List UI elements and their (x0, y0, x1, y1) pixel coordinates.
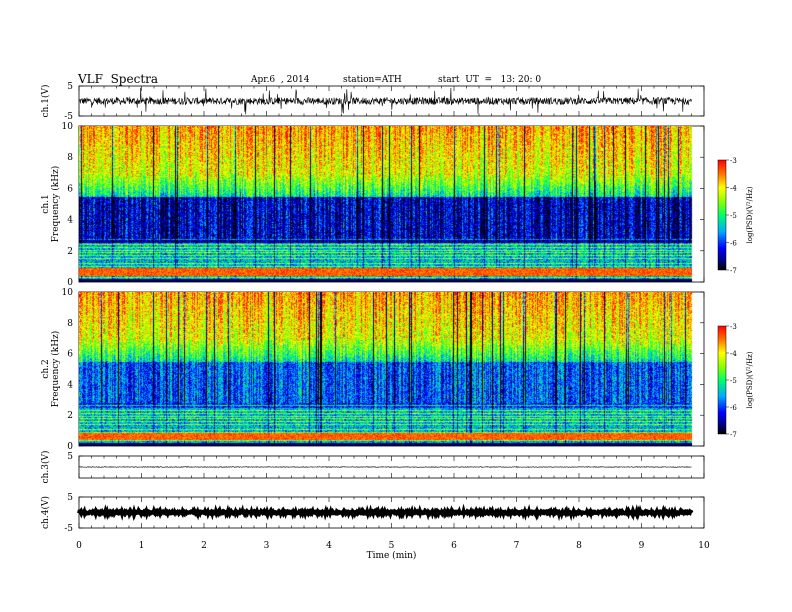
figure-title: VLF Spectra (78, 72, 159, 86)
colorbar-label: log(PSD)(V²/Hz) (746, 186, 754, 243)
spectrogram-ch2-image (79, 292, 694, 446)
x-tick-label: 4 (326, 541, 332, 551)
waveform-ch1-trace (78, 87, 692, 115)
x-tick-label: 3 (264, 541, 270, 551)
x-tick-label: 7 (514, 541, 520, 551)
colorbar-tick-label: -6 (730, 240, 737, 248)
colorbar-tick-label: -5 (730, 377, 737, 385)
x-tick-label: 0 (76, 541, 82, 551)
y-tick-label: 4 (67, 380, 73, 390)
y-tick-label: -5 (64, 524, 73, 534)
colorbar (717, 325, 727, 435)
y-axis-label: Frequency (kHz) (50, 166, 61, 243)
colorbar-tick-label: -3 (730, 323, 737, 331)
y-tick-label: 2 (67, 247, 73, 257)
y-tick-label: 8 (67, 153, 73, 163)
spectrogram-ch1-image (79, 126, 694, 282)
x-tick-label: 5 (389, 541, 395, 551)
y-tick-label: 5 (67, 493, 73, 503)
x-axis-label: Time (min) (367, 550, 417, 561)
colorbar-tick-label: -6 (730, 404, 737, 412)
y-tick-label: 0 (67, 442, 73, 452)
y-tick-label: 2 (67, 411, 73, 421)
y-tick-label: 10 (62, 288, 74, 298)
waveform-ch4-trace (77, 503, 694, 522)
colorbar-label: log(PSD)(V²/Hz) (746, 351, 754, 408)
x-tick-label: 10 (698, 541, 710, 551)
x-tick-label: 9 (639, 541, 645, 551)
start-time-label: start UT = 13: 20: 0 (438, 75, 542, 85)
colorbar-tick-label: -4 (730, 350, 737, 358)
colorbar-tick-label: -5 (730, 212, 737, 220)
colorbar-tick-label: -4 (730, 185, 737, 193)
colorbar-tick-label: -3 (730, 157, 737, 165)
y-axis-label: ch.3(V) (40, 451, 51, 484)
y-tick-label: 4 (67, 216, 73, 226)
y-tick-label: 6 (67, 350, 73, 360)
y-axis-label: ch.2 (41, 359, 51, 378)
date-label: Apr.6 , 2014 (251, 75, 310, 85)
x-tick-label: 6 (451, 541, 457, 551)
colorbar-tick-label: -7 (730, 267, 737, 275)
station-label: station=ATH (343, 75, 402, 85)
y-tick-label: 5 (67, 82, 73, 92)
y-axis-label: ch.1 (41, 194, 51, 213)
y-axis-label: ch.1(V) (40, 85, 51, 118)
colorbar (717, 159, 727, 271)
y-tick-label: 0 (67, 278, 73, 288)
x-tick-label: 1 (139, 541, 145, 551)
x-tick-label: 2 (201, 541, 207, 551)
colorbar-tick-label: -7 (730, 431, 737, 439)
waveform-ch3-trace (78, 466, 692, 468)
y-axis-label: ch.4(V) (40, 496, 51, 529)
y-tick-label: 8 (67, 319, 73, 329)
y-tick-label: -5 (64, 112, 73, 122)
y-tick-label: 10 (62, 122, 74, 132)
y-axis-label: Frequency (kHz) (50, 331, 61, 408)
y-tick-label: 5 (67, 452, 73, 462)
y-tick-label: 6 (67, 184, 73, 194)
x-tick-label: 8 (576, 541, 582, 551)
